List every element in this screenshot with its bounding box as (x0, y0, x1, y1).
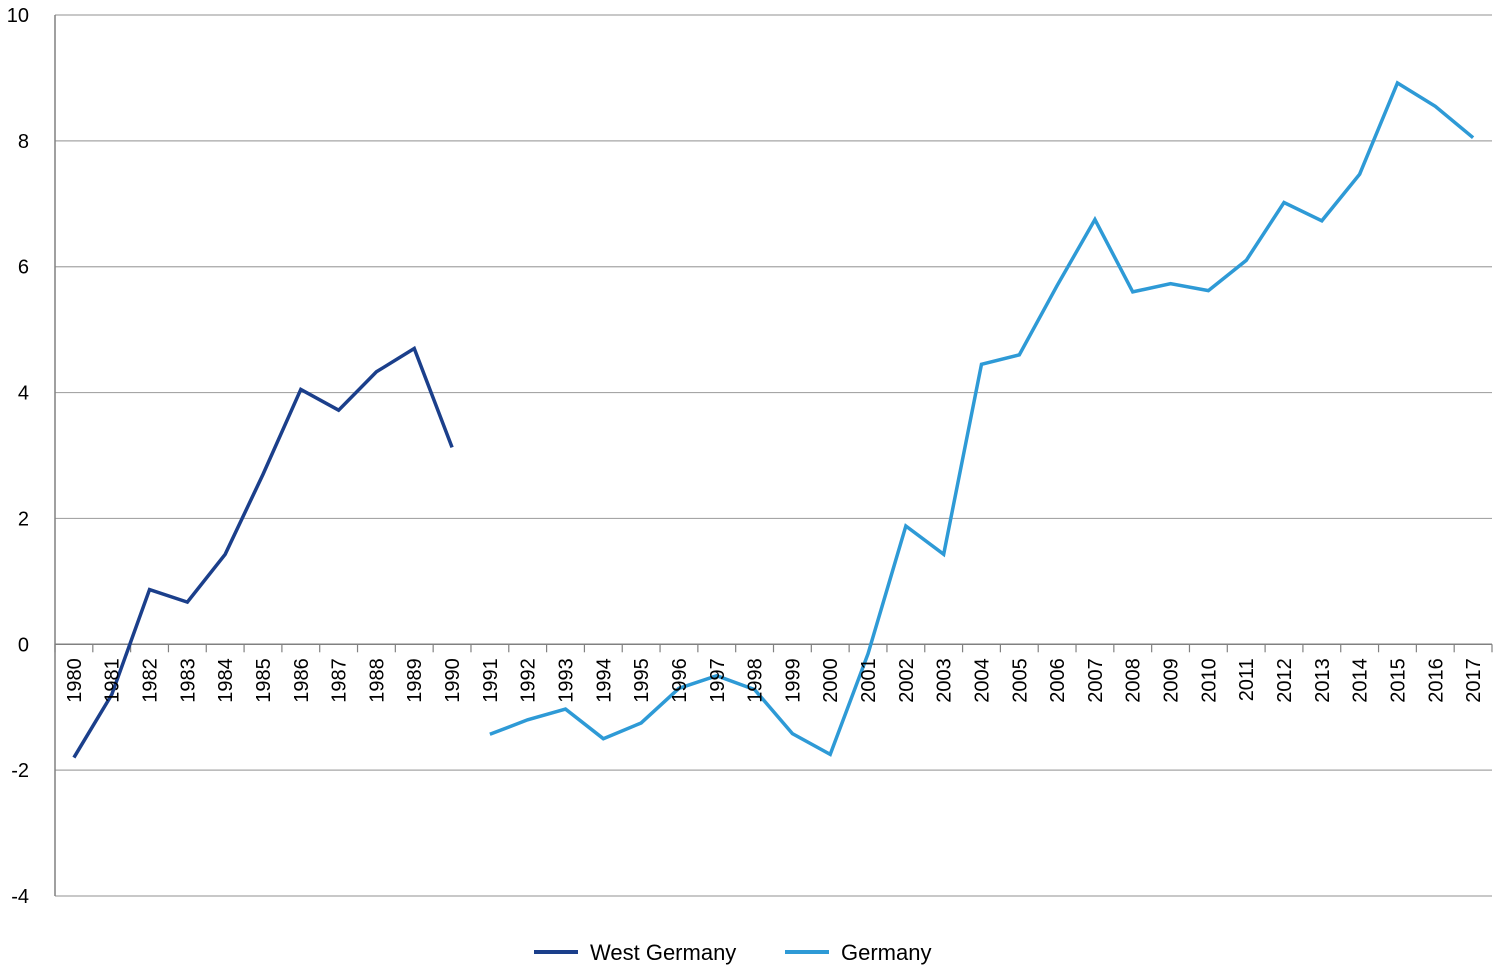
y-tick-labels: -4 -2 0 2 4 6 8 10 (7, 5, 29, 908)
x-tick-labels: 1980 1981 1982 1983 1984 1985 1986 1987 1988 1989… (64, 658, 1485, 703)
x-tick-label: 2004 (971, 658, 993, 703)
x-tick-label: 1991 (480, 658, 502, 703)
y-tick-label: -2 (11, 760, 29, 782)
x-tick-label: 1984 (215, 658, 237, 703)
x-tick-label: 1986 (291, 658, 313, 703)
x-tick-label: 1989 (404, 658, 426, 703)
x-tick-label: 2009 (1161, 658, 1183, 703)
x-tick-label: 1990 (442, 658, 464, 703)
x-tick-label: 2016 (1425, 658, 1447, 703)
x-tick-label: 2010 (1198, 658, 1220, 703)
x-tick-label: 1981 (102, 658, 124, 703)
series-line-1 (489, 80, 1475, 757)
x-tick-label: 1993 (556, 658, 578, 703)
x-tick-label: 1994 (593, 658, 615, 703)
y-tick-label: -4 (11, 886, 29, 908)
x-tick-label: 2011 (1236, 658, 1258, 701)
y-tick-label: 4 (18, 383, 29, 405)
x-tick-label: 2007 (1085, 658, 1107, 703)
x-tick-label: 2002 (896, 658, 918, 703)
x-tick-label: 1995 (631, 658, 653, 703)
gridlines (55, 14, 1492, 897)
x-tick-label: 1985 (253, 658, 275, 703)
legend-label-1: Germany (841, 940, 931, 965)
x-tick-label: 1982 (140, 658, 162, 703)
x-tick-label: 2001 (858, 658, 880, 703)
x-tick-label: 2008 (1123, 658, 1145, 703)
x-tick-label: 2006 (1047, 658, 1069, 703)
x-tick-label: 1980 (64, 658, 86, 703)
x-tick-label: 2015 (1387, 658, 1409, 703)
y-tick-label: 0 (18, 634, 29, 656)
legend: West Germany Germany (534, 940, 931, 965)
y-tick-label: 2 (18, 508, 29, 530)
x-tick-label: 1997 (707, 658, 729, 703)
x-tick-label: 1983 (177, 658, 199, 703)
y-tick-label: 10 (7, 5, 29, 27)
x-tick-label: 2003 (934, 658, 956, 703)
x-tick-label: 2014 (1350, 658, 1372, 703)
series-line-0 (72, 345, 454, 759)
x-tick-label: 2017 (1463, 658, 1485, 703)
x-tick-label: 2005 (1009, 658, 1031, 703)
y-tick-label: 8 (18, 131, 29, 153)
x-tick-label: 2012 (1274, 658, 1296, 703)
y-tick-label: 6 (18, 257, 29, 279)
x-tick-label: 1988 (366, 658, 388, 703)
x-tick-label: 1998 (745, 658, 767, 703)
x-tick-marks (54, 644, 1493, 653)
legend-label-0: West Germany (590, 940, 736, 965)
x-tick-label: 2013 (1312, 658, 1334, 703)
x-tick-label: 1987 (329, 658, 351, 703)
x-tick-label: 2000 (820, 658, 842, 703)
x-tick-label: 1999 (782, 658, 804, 703)
series-lines (72, 80, 1475, 759)
x-tick-label: 1992 (518, 658, 540, 703)
x-tick-label: 1996 (669, 658, 691, 703)
